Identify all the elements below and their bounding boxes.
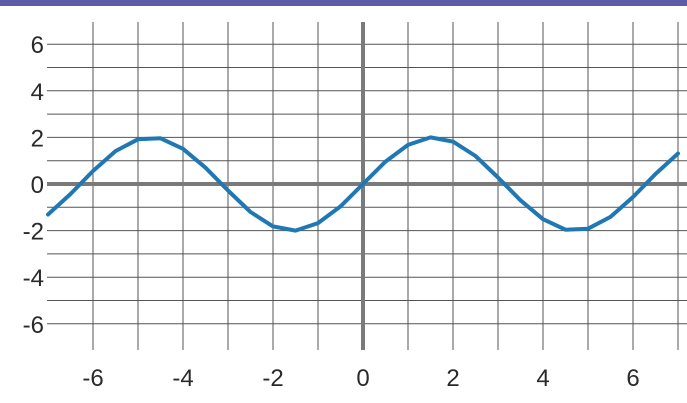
y-tick-label: -6 [23, 312, 44, 339]
x-tick-label: 6 [626, 365, 639, 392]
y-tick-label: -4 [23, 265, 44, 292]
y-tick-label: 2 [31, 125, 44, 152]
x-tick-label: 4 [536, 365, 549, 392]
y-tick-label: -2 [23, 219, 44, 246]
x-tick-label: -4 [172, 365, 193, 392]
grid-lines [47, 22, 687, 350]
y-tick-label: 4 [31, 79, 44, 106]
y-tick-label: 0 [31, 172, 44, 199]
curve-layer [46, 135, 680, 233]
top-bar [0, 0, 687, 6]
sine-curve [46, 135, 680, 233]
y-tick-label: 6 [31, 32, 44, 59]
x-tick-label: -6 [82, 365, 103, 392]
tick-labels: -6 -4 -2 0 2 4 6 6 4 2 0 -2 -4 -6 [23, 32, 640, 392]
x-tick-label: 2 [446, 365, 459, 392]
x-tick-label: -2 [262, 365, 283, 392]
x-tick-label: 0 [356, 365, 369, 392]
